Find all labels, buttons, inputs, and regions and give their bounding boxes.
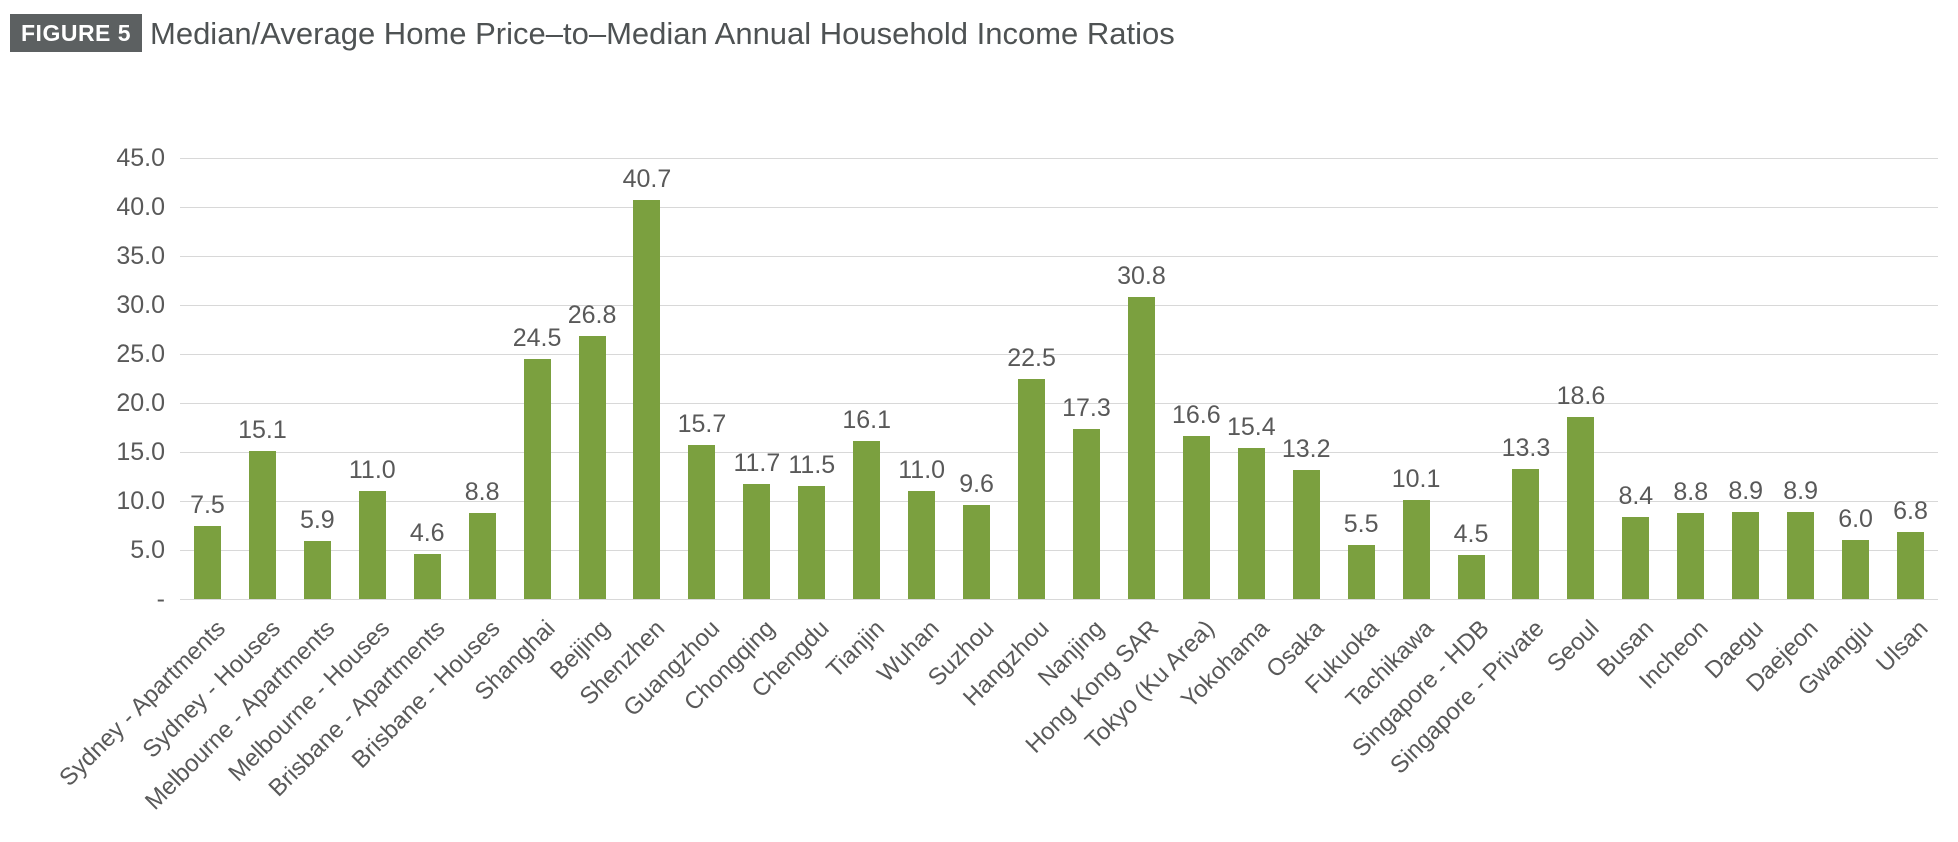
y-tick-label: 40.0 <box>116 193 165 221</box>
bar <box>1127 297 1155 599</box>
bar <box>578 336 606 599</box>
bar <box>1622 516 1650 599</box>
bar-value-label: 24.5 <box>512 323 562 352</box>
bar-value-label: 30.8 <box>1117 262 1166 291</box>
bar-value-label: 7.5 <box>190 490 225 519</box>
bar-value-label: 4.5 <box>1453 519 1489 548</box>
gridline <box>180 452 1938 453</box>
y-tick-label: - <box>156 585 165 613</box>
y-tick-label: 25.0 <box>116 340 165 368</box>
x-axis-labels: Sydney - Apartments Sydney - Houses Melbou… <box>54 599 1938 842</box>
bar <box>633 200 661 599</box>
gridline <box>180 501 1938 502</box>
bar <box>908 491 936 599</box>
bar <box>1512 468 1540 599</box>
gridline <box>180 403 1938 404</box>
bar-value-label: 10.1 <box>1391 465 1441 494</box>
bar-value-label: 8.8 <box>464 477 500 506</box>
bar <box>1018 378 1046 599</box>
bar-value-label: 11.5 <box>788 451 836 480</box>
bar-value-label: 11.0 <box>898 456 946 485</box>
bar <box>1842 540 1870 599</box>
gridline <box>180 550 1938 551</box>
bar-value-label: 9.6 <box>959 469 994 498</box>
bar <box>1402 500 1430 599</box>
bar <box>1787 511 1815 599</box>
y-tick-label: 15.0 <box>116 438 165 466</box>
bar <box>1457 554 1485 599</box>
bar-value-label: 5.5 <box>1343 510 1379 539</box>
bar <box>743 484 771 599</box>
bar <box>413 553 441 599</box>
gridline <box>180 207 1938 208</box>
bar-value-label: 6.0 <box>1838 505 1873 534</box>
bar-value-label: 16.6 <box>1172 401 1221 430</box>
y-tick-label: 45.0 <box>116 144 165 172</box>
bar-value-label: 4.6 <box>409 518 445 547</box>
bar <box>193 525 221 599</box>
y-tick-label: 5.0 <box>130 536 165 564</box>
figure-header: FIGURE 5 Median/Average Home Price–to–Me… <box>0 0 1958 70</box>
gridline <box>180 599 1938 600</box>
bar-value-label: 13.3 <box>1501 433 1551 462</box>
bar <box>523 358 551 599</box>
bar-value-label: 8.9 <box>1728 476 1764 505</box>
bar <box>1182 436 1210 599</box>
bar-value-label: 6.8 <box>1893 497 1928 526</box>
y-tick-label: 20.0 <box>116 389 165 417</box>
bar-value-label: 5.9 <box>299 506 335 535</box>
bar <box>963 504 991 599</box>
bar <box>853 441 881 599</box>
bar-value-label: 22.5 <box>1007 343 1056 372</box>
bar <box>1677 512 1705 599</box>
bar-value-label: 18.6 <box>1556 381 1606 410</box>
bar <box>798 486 826 599</box>
bar <box>1072 429 1100 599</box>
bar <box>1897 532 1925 599</box>
bar-value-label: 16.1 <box>842 406 892 435</box>
bar <box>1292 469 1320 599</box>
bar-value-label: 26.8 <box>567 301 617 330</box>
bar <box>303 541 331 599</box>
y-tick-label: 30.0 <box>116 291 165 319</box>
x-axis-label: Seoul <box>1541 615 1604 678</box>
figure-badge: FIGURE 5 <box>10 14 143 52</box>
gridline <box>180 256 1938 257</box>
bar-value-label: 17.3 <box>1062 394 1111 423</box>
bar <box>358 491 386 599</box>
bar <box>468 512 496 599</box>
bar <box>688 445 716 599</box>
y-tick-label: 35.0 <box>116 242 165 270</box>
bar-value-label: 15.7 <box>677 410 727 439</box>
bar <box>1732 511 1760 599</box>
bar-value-label: 40.7 <box>622 165 672 194</box>
bar <box>248 451 276 599</box>
bar-value-label: 11.7 <box>733 449 781 478</box>
bar <box>1347 545 1375 599</box>
x-axis-label: Ulsan <box>1871 615 1934 678</box>
bar-value-label: 8.4 <box>1618 481 1654 510</box>
bar <box>1567 416 1595 599</box>
page-title: Median/Average Home Price–to–Median Annu… <box>150 16 1175 51</box>
bar-value-label: 8.8 <box>1673 477 1709 506</box>
bar-value-label: 15.4 <box>1226 413 1276 442</box>
bar <box>1237 448 1265 599</box>
bar-value-label: 15.1 <box>238 416 287 445</box>
bar-value-label: 13.2 <box>1281 434 1331 463</box>
gridline <box>180 158 1938 159</box>
gridline <box>180 305 1938 306</box>
bar-value-label: 8.9 <box>1783 476 1819 505</box>
plot-area: 45.0 40.0 35.0 30.0 25.0 20.0 15.0 10.0 5.0 - 7.5 1… <box>116 146 1938 612</box>
gridline <box>180 354 1938 355</box>
y-tick-label: 10.0 <box>116 487 165 515</box>
bar-value-label: 11.0 <box>348 456 396 485</box>
